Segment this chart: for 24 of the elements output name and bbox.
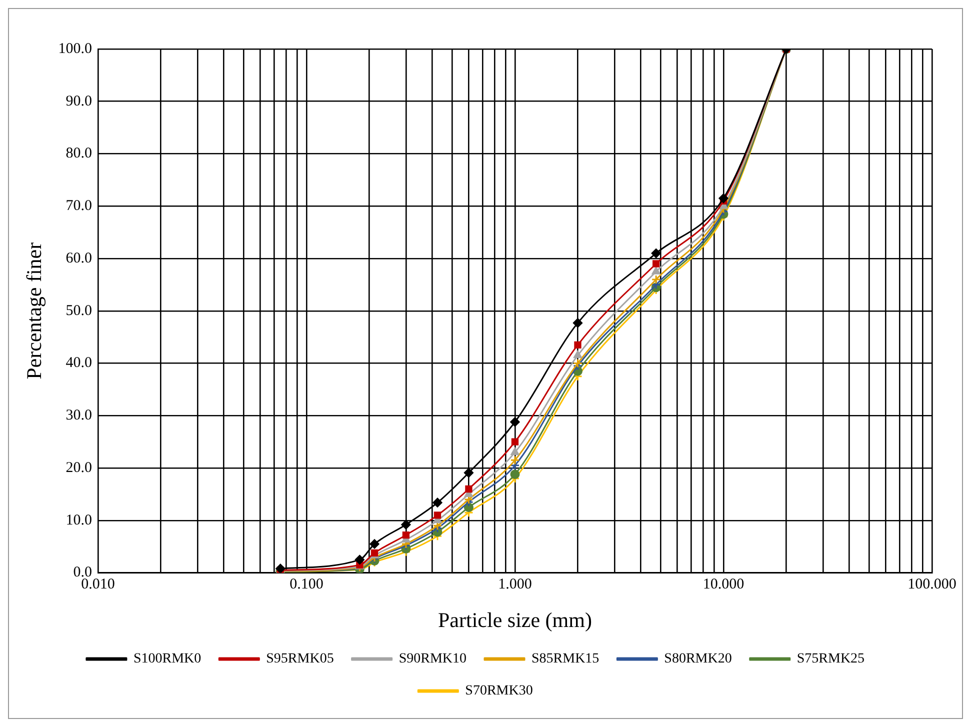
legend-label: S70RMK30 <box>465 684 533 699</box>
x-tick-label: 100.000 <box>908 576 956 593</box>
y-tick-label: 90.0 <box>66 93 92 110</box>
legend-label: S90RMK10 <box>398 652 467 667</box>
legend-label: S100RMK0 <box>133 652 202 667</box>
legend-label: S85RMK15 <box>532 652 600 667</box>
x-tick-label: 0.100 <box>290 576 324 593</box>
legend-label: S80RMK20 <box>664 652 732 667</box>
y-tick-label: 30.0 <box>66 408 92 424</box>
y-tick-label: 20.0 <box>66 460 92 476</box>
legend-label: S95RMK05 <box>266 652 334 667</box>
x-axis-title: Particle size (mm) <box>438 608 592 632</box>
x-tick-label: 10.000 <box>702 576 744 593</box>
legend-label: S75RMK25 <box>796 652 865 667</box>
y-tick-label: 60.0 <box>66 250 92 266</box>
y-tick-label: 100.0 <box>58 40 92 57</box>
y-tick-label: 50.0 <box>66 302 92 319</box>
x-tick-label: 0.010 <box>81 576 115 593</box>
y-tick-label: 40.0 <box>66 355 92 372</box>
x-tick-label: 1.000 <box>498 576 532 593</box>
y-tick-label: 80.0 <box>66 146 92 162</box>
y-tick-label: 70.0 <box>66 198 92 214</box>
y-tick-label: 10.0 <box>66 512 92 528</box>
y-axis-title: Percentage finer <box>22 242 46 380</box>
